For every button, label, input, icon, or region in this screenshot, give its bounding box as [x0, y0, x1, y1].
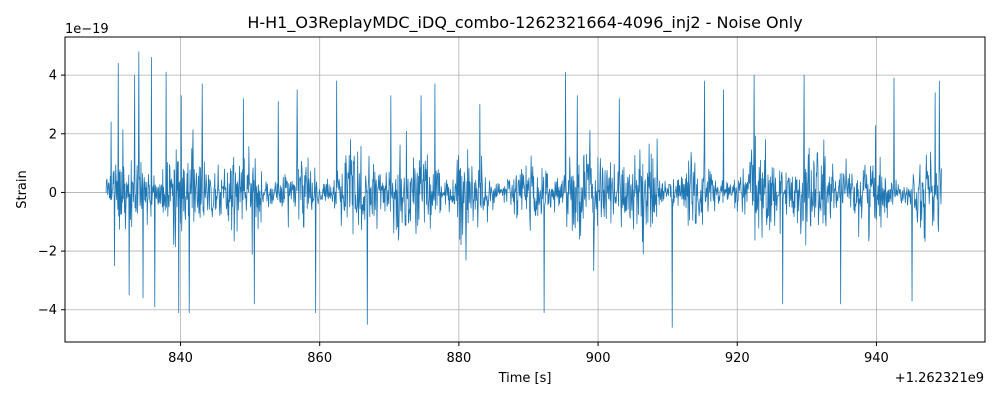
x-tick-label: 900	[586, 351, 611, 366]
y-tick-label: −2	[38, 245, 57, 260]
plot-frame	[64, 36, 986, 343]
y-axis-label: Strain	[15, 170, 30, 209]
series-layer	[105, 51, 942, 328]
y-axis: −4 −2 0 2 4	[38, 69, 65, 318]
x-tick-label: 920	[725, 351, 750, 366]
x-tick-label: 840	[168, 351, 193, 366]
y-tick-label: 0	[49, 186, 57, 201]
x-tick-label: 860	[307, 351, 332, 366]
y-scale-label: 1e−19	[65, 22, 109, 37]
y-tick-label: 2	[49, 127, 57, 142]
x-offset-label: +1.262321e9	[895, 371, 984, 386]
x-axis-label: Time [s]	[498, 371, 552, 386]
x-tick-label: 880	[446, 351, 471, 366]
y-tick-label: −4	[38, 303, 57, 318]
chart-title: H-H1_O3ReplayMDC_iDQ_combo-1262321664-40…	[247, 13, 802, 33]
x-axis: 840 860 880 900 920 940	[168, 342, 889, 366]
y-tick-label: 4	[49, 69, 57, 84]
x-tick-label: 940	[864, 351, 889, 366]
strain-series-line	[105, 51, 942, 328]
